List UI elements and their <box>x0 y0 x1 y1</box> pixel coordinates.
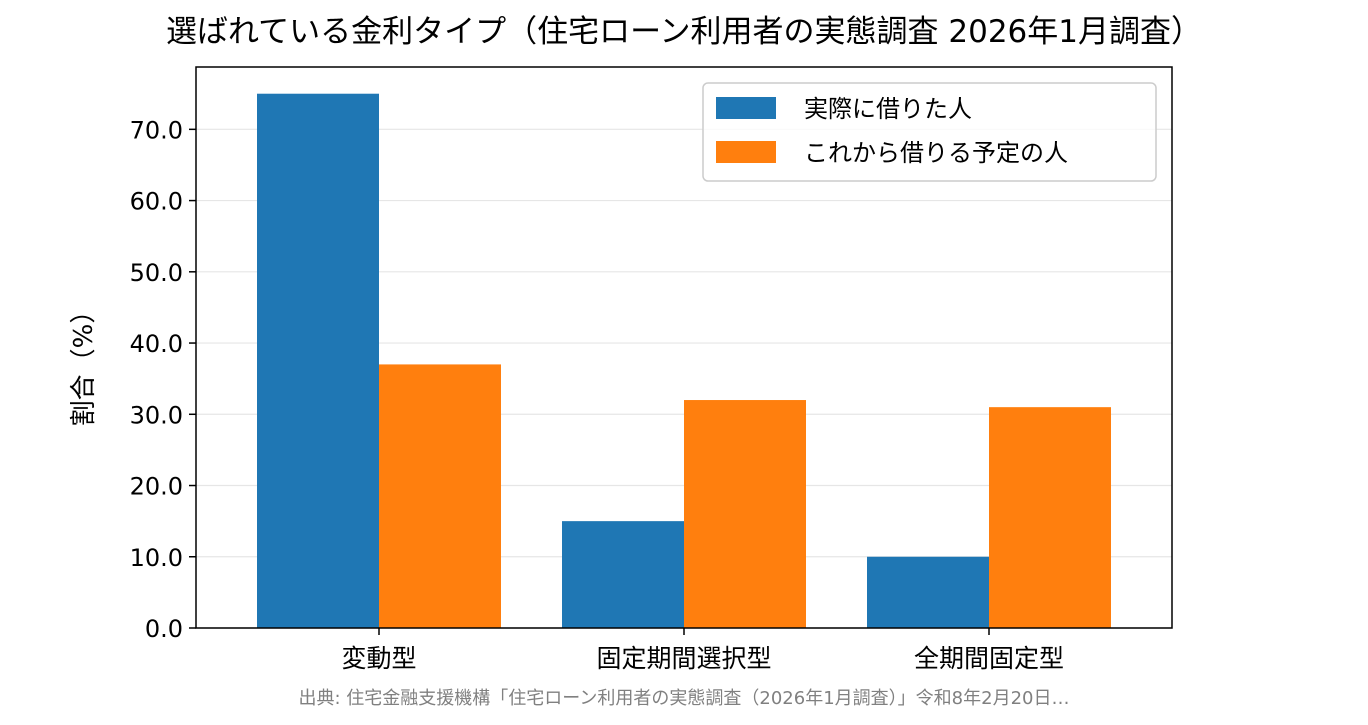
bar <box>562 521 684 628</box>
chart-title: 選ばれている金利タイプ（住宅ローン利用者の実態調査 2026年1月調査） <box>166 14 1202 50</box>
y-axis: 0.0 10.0 20.0 30.0 40.0 50.0 60.0 70.0 <box>130 116 196 643</box>
y-tick-label: 0.0 <box>145 615 183 643</box>
y-tick-label: 20.0 <box>130 473 183 501</box>
legend-label: これから借りる予定の人 <box>804 139 1068 167</box>
bar <box>257 93 379 628</box>
legend-frame <box>702 82 1157 182</box>
bar <box>867 556 989 628</box>
legend-swatch <box>716 97 776 119</box>
bar <box>989 407 1111 628</box>
legend-label: 実際に借りた人 <box>804 95 972 123</box>
y-tick-label: 60.0 <box>130 188 183 216</box>
y-tick-label: 10.0 <box>130 544 183 572</box>
legend: 実際に借りた人 これから借りる予定の人 <box>702 82 1157 182</box>
x-tick-label: 固定期間選択型 <box>596 644 771 673</box>
x-tick-label: 変動型 <box>341 644 416 673</box>
bar <box>379 364 501 628</box>
y-tick-label: 30.0 <box>130 401 183 429</box>
bars <box>257 93 1111 628</box>
y-tick-label: 50.0 <box>130 259 183 287</box>
y-tick-label: 40.0 <box>130 330 183 358</box>
legend-swatch <box>716 141 776 163</box>
y-tick-label: 70.0 <box>130 116 183 144</box>
y-axis-label: 割合（%） <box>69 298 99 427</box>
bar <box>684 400 806 628</box>
x-tick-label: 全期間固定型 <box>914 644 1064 673</box>
x-axis: 変動型 固定期間選択型 全期間固定型 <box>341 628 1064 673</box>
source-note: 出典: 住宅金融支援機構「住宅ローン利用者の実態調査（2026年1月調査）」令和… <box>298 688 1070 709</box>
